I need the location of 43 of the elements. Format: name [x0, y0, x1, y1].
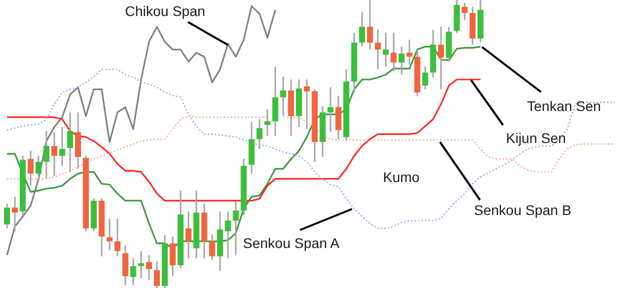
candlestick [130, 258, 136, 286]
candlestick [398, 46, 405, 76]
candlestick [232, 200, 239, 256]
candlestick [146, 254, 152, 281]
candlestick [43, 130, 50, 180]
candlestick [438, 26, 444, 90]
candlestick [154, 260, 160, 288]
candlestick [382, 32, 389, 68]
candlestick [138, 250, 144, 279]
text: Kijun Sen [506, 130, 566, 146]
candlestick [304, 78, 310, 130]
candlestick [280, 76, 286, 117]
candlestick [224, 210, 231, 260]
text: Senkou Span A [243, 235, 340, 251]
candlestick [185, 210, 192, 260]
candlestick [122, 244, 128, 286]
candlestick [359, 11, 366, 48]
candlestick [4, 202, 10, 230]
candlestick [12, 196, 18, 232]
candlestick [366, 0, 373, 50]
candlestick [170, 236, 176, 277]
candlestick [335, 95, 342, 140]
annotation: Kumo [383, 169, 420, 185]
candlestick [264, 108, 270, 137]
text: Tenkan Sen [527, 98, 601, 114]
text: Senkou Span B [474, 202, 572, 218]
candlestick [462, 2, 468, 21]
candlestick [422, 66, 428, 90]
candlestick [256, 118, 262, 150]
candlestick [59, 126, 66, 167]
candlestick [67, 112, 74, 173]
candlestick [209, 234, 216, 261]
candlestick [28, 150, 34, 187]
candlestick [328, 86, 334, 133]
candlestick [406, 38, 412, 66]
candlestick [272, 66, 278, 137]
candlestick [390, 32, 397, 72]
candlestick [51, 131, 58, 176]
candlestick [114, 218, 120, 258]
candlestick [374, 28, 381, 70]
candlestick [106, 218, 113, 252]
series-label: Chikou Span [125, 3, 206, 19]
candlestick [36, 155, 42, 180]
